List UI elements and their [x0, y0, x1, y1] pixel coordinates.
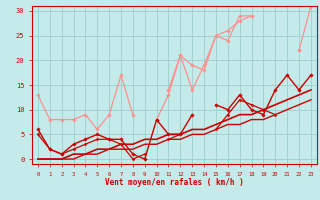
X-axis label: Vent moyen/en rafales ( km/h ): Vent moyen/en rafales ( km/h ) — [105, 178, 244, 187]
